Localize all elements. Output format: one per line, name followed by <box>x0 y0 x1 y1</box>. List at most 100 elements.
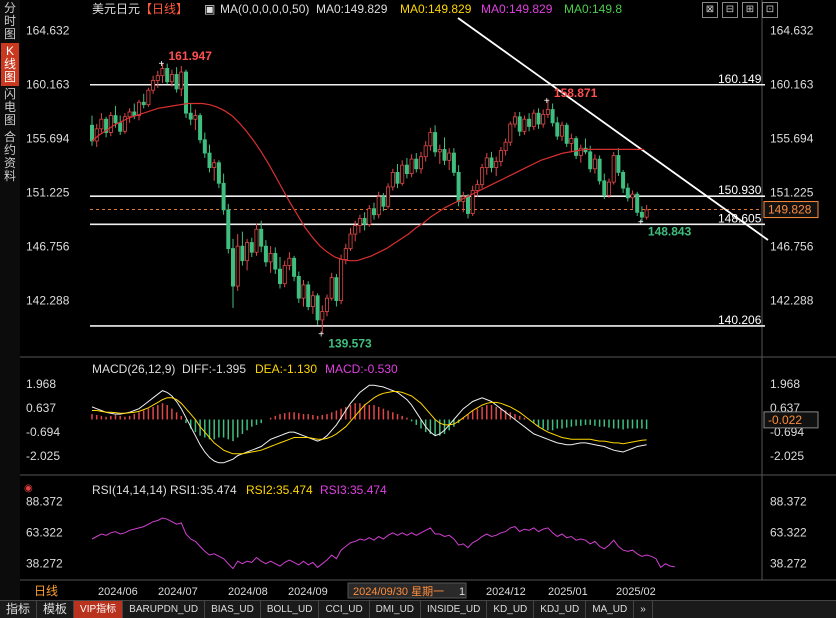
candle-body <box>301 284 306 299</box>
candle-body <box>541 113 546 125</box>
rsi-3: RSI3:35.474 <box>320 483 387 497</box>
candle-body <box>522 118 527 132</box>
candle-body <box>296 276 301 299</box>
candle-body <box>517 116 522 132</box>
candle-body <box>310 295 315 308</box>
y-tick-left-0: 164.632 <box>26 24 70 38</box>
candle-body <box>639 211 644 218</box>
candle-body <box>202 139 207 154</box>
candle-body <box>249 242 254 253</box>
y-tick-left-5: 142.288 <box>26 294 70 308</box>
marker-label-1: 158.871 <box>554 86 598 100</box>
window-control-3[interactable]: ⊡ <box>762 2 778 18</box>
candle-body <box>386 186 391 207</box>
sidebar-tab-2[interactable]: 闪电图 <box>3 87 16 127</box>
candle-body <box>470 190 475 214</box>
period-label: 【日线】 <box>140 2 188 16</box>
macd-dea-line <box>92 391 647 455</box>
candle-body <box>104 118 109 133</box>
candle-body <box>437 149 442 153</box>
marker-plus-3: + <box>638 217 644 228</box>
candle-body <box>569 138 574 144</box>
candle-body <box>141 101 146 106</box>
candle-body <box>635 193 640 213</box>
sidebar-tab-3[interactable]: 合约资料 <box>3 130 16 183</box>
candle-body <box>268 253 273 263</box>
candle-body <box>292 257 297 277</box>
macd-tick-left-2: -0.694 <box>26 425 60 439</box>
bottom-tab-5[interactable]: BOLL_UD <box>261 601 320 618</box>
bottom-tab-9[interactable]: KD_UD <box>487 601 535 618</box>
candle-body <box>193 115 198 120</box>
record-icon[interactable]: ◉ <box>24 483 33 494</box>
candle-body <box>480 167 485 185</box>
bottom-tab-11[interactable]: MA_UD <box>586 601 635 618</box>
bottom-tab-2[interactable]: VIP指标 <box>74 601 124 618</box>
bottom-tab-10[interactable]: KDJ_UD <box>534 601 587 618</box>
x-label-0: 2024/06 <box>98 586 138 598</box>
candle-body <box>418 156 423 170</box>
candle-body <box>188 112 193 120</box>
x-label-6: 2025/02 <box>616 586 656 598</box>
candle-body <box>146 89 151 106</box>
chart-area[interactable]: 美元日元 【日线】 ▣ MA(0,0,0,0,0,50) MA0:149.829… <box>20 0 836 600</box>
candle-body <box>527 118 532 127</box>
sidebar-tab-0[interactable]: 分时图 <box>3 1 16 41</box>
candle-body <box>315 295 320 321</box>
candle-body <box>550 109 555 124</box>
candle-body <box>536 112 541 125</box>
candle-body <box>512 116 517 125</box>
rsi-2: RSI2:35.474 <box>246 483 313 497</box>
window-control-2[interactable]: ⊞ <box>742 2 758 18</box>
bottom-tab-12[interactable]: » <box>634 601 653 618</box>
candle-body <box>94 128 99 142</box>
candle-body <box>155 75 160 81</box>
level-label-3: 140.206 <box>718 313 762 327</box>
candle-body <box>113 115 118 124</box>
window-control-1[interactable]: ⊟ <box>722 2 738 18</box>
candle-body <box>484 157 489 168</box>
bottom-tab-8[interactable]: INSIDE_UD <box>421 601 488 618</box>
candle-body <box>578 147 583 156</box>
menu-icon[interactable]: ▣ <box>204 2 215 16</box>
candle-body <box>122 116 127 132</box>
bottom-tab-7[interactable]: DMI_UD <box>370 601 422 618</box>
level-label-0: 160.149 <box>718 72 762 86</box>
candle-body <box>404 164 409 175</box>
candle-body <box>602 180 607 196</box>
bottom-tab-4[interactable]: BIAS_UD <box>205 601 261 618</box>
window-control-0[interactable]: ⊠ <box>702 2 718 18</box>
y-tick-right-4: 146.756 <box>770 240 814 254</box>
candle-body <box>414 158 419 170</box>
candle-body <box>465 196 470 214</box>
cursor-date-box <box>347 582 467 599</box>
candle-body <box>531 112 536 127</box>
rsi-title: RSI(14,14,14) <box>92 483 167 497</box>
candle-body <box>90 124 95 142</box>
candle-body <box>254 228 259 253</box>
candle-body <box>320 311 325 321</box>
macd-dea: DEA:-1.130 <box>255 362 317 376</box>
sidebar-tab-1[interactable]: K线图 <box>1 43 19 86</box>
bottom-tab-0[interactable]: 指标 <box>0 601 38 618</box>
candle-body <box>348 233 353 249</box>
candle-body <box>212 162 217 168</box>
rsi-tick-right-2: 38.272 <box>770 556 807 570</box>
x-label-5: 2025/01 <box>548 586 588 598</box>
macd-tick-left-3: -2.025 <box>26 449 60 463</box>
y-tick-right-0: 164.632 <box>770 24 814 38</box>
marker-plus-0: + <box>159 59 165 70</box>
macd-tick-right-3: -2.025 <box>770 449 804 463</box>
cursor-date-suffix: 1 <box>459 586 465 598</box>
marker-label-3: 148.843 <box>648 224 692 238</box>
candle-body <box>630 193 635 199</box>
rsi-tick-left-0: 88.372 <box>26 494 63 508</box>
bottom-tab-1[interactable]: 模板 <box>37 601 75 618</box>
bottom-tab-6[interactable]: CCI_UD <box>319 601 370 618</box>
candle-body <box>306 284 311 308</box>
candle-body <box>367 208 372 225</box>
candle-body <box>235 245 240 287</box>
macd-current-tag <box>763 411 819 429</box>
candle-body <box>588 151 593 170</box>
bottom-tab-3[interactable]: BARUPDN_UD <box>123 601 206 618</box>
